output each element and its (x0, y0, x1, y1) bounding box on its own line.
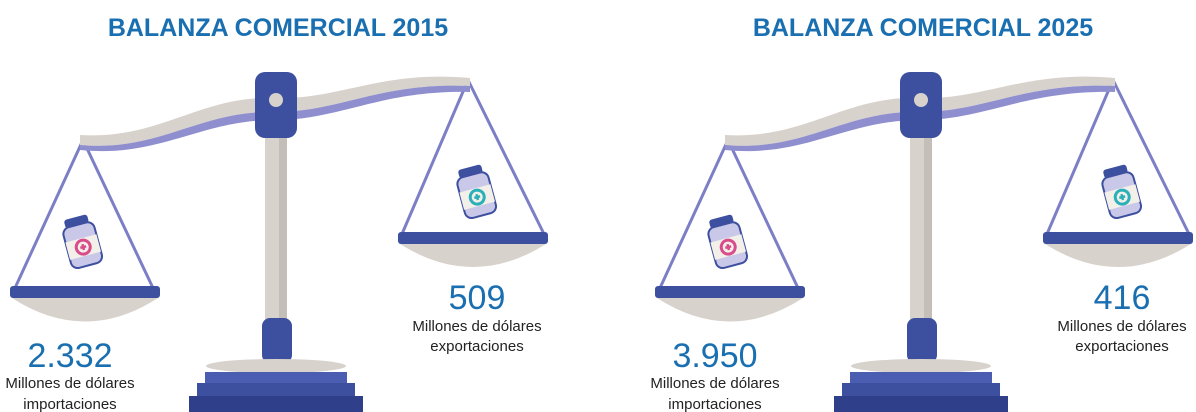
imports-value: 2.332 (27, 337, 112, 375)
imports-label: Millones de dólares (5, 375, 134, 392)
infographic: BALANZA COMERCIAL 2015 2.332 Millones de… (0, 0, 1196, 412)
imports-value: 3.950 (672, 337, 757, 375)
imports-label: importaciones (23, 396, 116, 412)
exports-value: 509 (449, 279, 506, 317)
exports-value: 416 (1094, 279, 1151, 317)
exports-label: Millones de dólares (1057, 318, 1186, 335)
imports-label: importaciones (668, 396, 761, 412)
title: BALANZA COMERCIAL 2015 (108, 14, 448, 42)
title: BALANZA COMERCIAL 2025 (753, 14, 1093, 42)
exports-label: exportaciones (1075, 338, 1168, 355)
exports-label: exportaciones (430, 338, 523, 355)
imports-label: Millones de dólares (650, 375, 779, 392)
exports-label: Millones de dólares (412, 318, 541, 335)
